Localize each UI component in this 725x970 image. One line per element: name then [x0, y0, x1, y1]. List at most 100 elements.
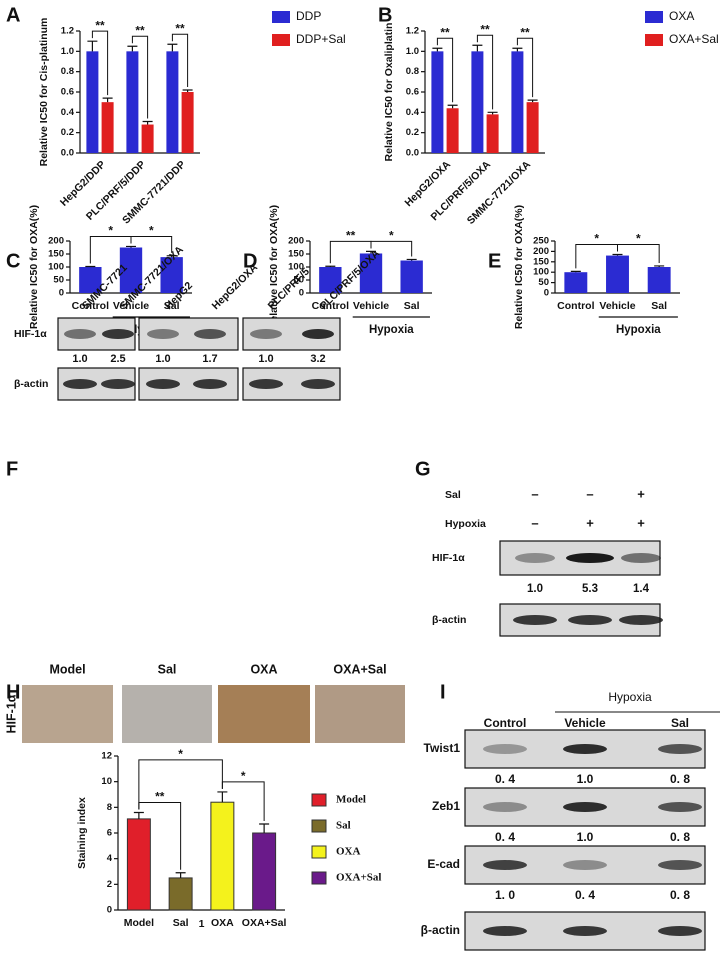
- error-bar: [85, 265, 96, 268]
- panel-letter: E: [488, 250, 501, 272]
- condition-mark: –: [531, 515, 538, 530]
- condition-label: Hypoxia: [445, 518, 486, 530]
- x-tick-label: Model: [124, 917, 154, 929]
- y-tick-label: 150: [288, 249, 304, 260]
- bar: [564, 272, 588, 293]
- y-tick-label: 1.2: [61, 26, 74, 37]
- x-tick-label: Vehicle: [113, 300, 149, 312]
- group-label: Hypoxia: [616, 324, 661, 336]
- histology-image: [122, 685, 212, 743]
- band-value: 0. 8: [670, 888, 690, 902]
- y-tick-label: 50: [538, 277, 549, 288]
- column-label: Vehicle: [564, 716, 606, 730]
- x-tick-label: Control: [312, 300, 349, 312]
- group-label: Hypoxia: [369, 324, 414, 336]
- column-label: Sal: [158, 662, 177, 676]
- error-bar: [487, 111, 498, 115]
- blot-band: [250, 329, 282, 339]
- x-tick-label: Vehicle: [353, 300, 389, 312]
- x-tick-label: Control: [557, 300, 594, 312]
- bar: [647, 267, 671, 293]
- condition-mark: +: [637, 486, 645, 501]
- bar: [181, 92, 194, 153]
- bar: [471, 51, 484, 154]
- error-bar: [167, 43, 178, 52]
- bar: [160, 257, 183, 293]
- blot-band: [193, 379, 227, 389]
- x-tick-label: Control: [72, 300, 109, 312]
- y-tick-label: 6: [107, 828, 112, 839]
- y-tick-label: 0.8: [406, 66, 419, 77]
- y-axis-label: Relative IC50 for Oxaliplatin: [383, 23, 395, 162]
- y-tick-label: 1.2: [406, 26, 419, 37]
- error-bar: [166, 255, 177, 258]
- significance-label: *: [149, 224, 154, 238]
- band-value: 1.0: [155, 353, 170, 365]
- blot-band: [568, 615, 612, 625]
- significance-label: **: [480, 22, 490, 36]
- row-label: E-cad: [427, 857, 460, 871]
- significance-label: **: [520, 25, 530, 39]
- legend-label: DDP: [296, 9, 321, 23]
- error-bar: [325, 265, 336, 267]
- row-label: β-actin: [421, 923, 460, 937]
- column-label: Control: [484, 716, 527, 730]
- blot-band: [302, 329, 334, 339]
- legend-label: Sal: [336, 820, 351, 832]
- y-tick-label: 50: [293, 275, 304, 286]
- column-label: Model: [49, 662, 85, 676]
- legend-label: OXA: [669, 9, 694, 23]
- y-tick-label: 0: [59, 288, 64, 299]
- row-label: HIF-1α: [14, 328, 47, 340]
- legend-swatch: [272, 11, 290, 23]
- y-tick-label: 1.0: [61, 46, 74, 57]
- lane-label: HepG2/OXA: [210, 261, 261, 312]
- significance-bracket: [130, 235, 173, 253]
- error-bar: [512, 47, 523, 52]
- y-axis-label: Relative IC50 for OXA(%): [268, 205, 280, 329]
- bar: [446, 108, 459, 153]
- significance-bracket: [370, 240, 413, 257]
- row-label: Zeb1: [432, 799, 460, 813]
- row-label: β-actin: [14, 378, 48, 390]
- panel-letter: C: [6, 250, 20, 272]
- blot-band: [301, 379, 335, 389]
- blot-band: [102, 329, 134, 339]
- x-tick-label: Sal: [173, 917, 189, 929]
- row-label: β-actin: [432, 614, 466, 626]
- column-label: Sal: [671, 716, 689, 730]
- x-tick-label: OXA+Sal: [242, 917, 287, 929]
- y-tick-label: 100: [533, 267, 549, 278]
- column-label: OXA+Sal: [333, 662, 386, 676]
- legend-swatch: [311, 871, 327, 885]
- condition-mark: +: [586, 515, 594, 530]
- band-value: 0. 8: [670, 830, 690, 844]
- band-value: 1.0: [527, 583, 543, 595]
- panel-letter: B: [378, 4, 392, 26]
- y-tick-label: 0.2: [406, 127, 419, 138]
- error-bar: [87, 40, 98, 52]
- y-tick-label: 100: [288, 262, 304, 273]
- legend-label: DDP+Sal: [296, 32, 346, 46]
- error-bar: [182, 89, 193, 92]
- blot-band: [194, 329, 226, 339]
- error-bar: [127, 45, 138, 52]
- y-axis-label: Staining index: [76, 797, 88, 869]
- bar: [486, 114, 499, 153]
- significance-bracket: [138, 759, 223, 810]
- y-tick-label: 0.4: [406, 107, 420, 118]
- blot-band: [64, 329, 96, 339]
- y-tick-label: 100: [48, 262, 64, 273]
- panel-letter: I: [440, 681, 446, 703]
- y-tick-label: 0.8: [61, 66, 74, 77]
- row-label: HIF-1α: [4, 694, 18, 733]
- y-tick-label: 0.0: [406, 148, 419, 159]
- x-axis-label: 1: [199, 918, 205, 930]
- blot-band: [63, 379, 97, 389]
- y-tick-label: 250: [533, 236, 549, 247]
- histology-image: [218, 685, 310, 743]
- bar: [210, 801, 235, 911]
- band-value: 1.0: [577, 830, 594, 844]
- error-bar: [133, 811, 144, 819]
- blot-band: [658, 802, 702, 812]
